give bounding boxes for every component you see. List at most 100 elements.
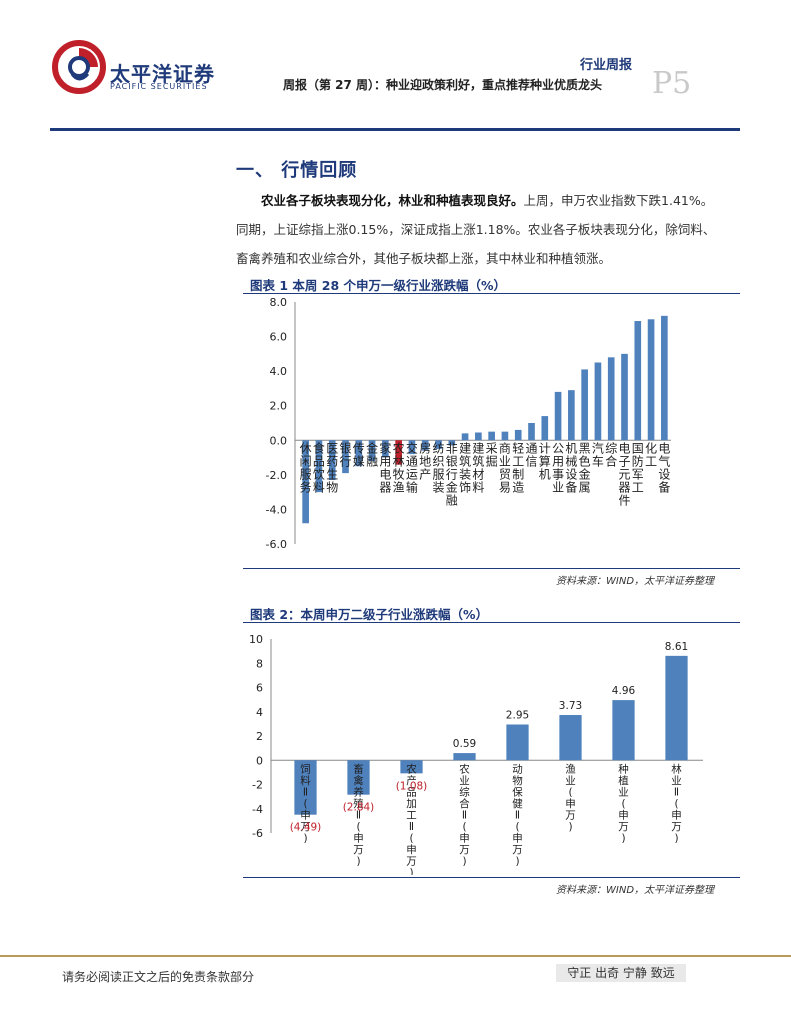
category-label-char: )	[621, 832, 625, 844]
category-label-char: 银	[339, 441, 351, 455]
bar	[541, 416, 549, 441]
bar	[514, 429, 522, 441]
y-tick-label: 8	[256, 657, 263, 670]
bar	[342, 440, 349, 474]
bar	[647, 319, 655, 441]
bar	[501, 431, 509, 441]
bar	[395, 440, 402, 465]
category-label-char: 筑	[459, 453, 471, 468]
y-tick-label: 0	[256, 754, 263, 767]
bar	[453, 753, 476, 761]
bar	[581, 369, 588, 441]
bar	[400, 760, 423, 774]
bar	[435, 440, 442, 449]
data-label: 4.96	[612, 685, 636, 697]
brand-name-cn: 太平洋证券	[110, 62, 215, 86]
y-tick-label: 10	[249, 633, 263, 646]
section-title: 一、 行情回顾	[236, 160, 358, 181]
category-label-char: 传	[353, 440, 365, 455]
category-label-char: 易	[499, 480, 511, 494]
category-label-char: 万	[512, 844, 523, 856]
category-label-char: 机	[539, 467, 551, 481]
category-label-char: 业	[565, 775, 576, 787]
y-tick-label: 0.0	[270, 434, 288, 447]
category-label-char: 通	[406, 454, 418, 468]
figure-2-title: 图表 2：本周申万二级子行业涨跌幅（%）	[250, 607, 489, 622]
category-label-char: 行	[339, 454, 351, 468]
category-label-char: 用	[552, 454, 564, 468]
category-label-char: 万	[618, 821, 629, 833]
category-label-char: 养	[353, 785, 364, 798]
bar	[634, 321, 642, 441]
category-label-char: 金	[446, 479, 458, 494]
category-label-char: 务	[300, 479, 312, 494]
category-label-char: 林	[671, 762, 682, 775]
category-label-char: 运	[406, 467, 418, 481]
y-tick-label: 6.0	[270, 331, 288, 344]
category-label-char: 保	[512, 785, 523, 798]
data-label: (1.08)	[396, 780, 428, 792]
category-label-char: 轻	[512, 441, 524, 455]
y-tick-label: 2	[256, 730, 263, 743]
paragraph-line-1-rest: 上周，申万农业指数下跌1.41%。	[523, 193, 714, 208]
category-label-char: (	[462, 821, 466, 833]
category-label-char: 计	[539, 441, 551, 455]
category-label-char: 军	[632, 467, 644, 481]
category-label-char: 融	[366, 454, 378, 468]
category-label-char: 色	[579, 454, 591, 468]
category-label-char: 农	[406, 762, 417, 775]
pacific-securities-logo-icon	[52, 40, 106, 94]
category-label-char: 生	[326, 467, 338, 481]
bar	[568, 390, 575, 441]
category-label-char: 械	[565, 453, 577, 468]
category-label-char: 公	[552, 441, 564, 455]
category-label-char: Ⅱ	[356, 809, 361, 821]
category-label-char: 申	[459, 831, 470, 844]
category-label-char: 汽	[592, 440, 604, 455]
data-label: 0.59	[453, 738, 476, 750]
category-label-char: 业	[552, 480, 564, 494]
bar	[665, 655, 688, 761]
figure-1-top-rule	[243, 293, 740, 294]
category-label-char: 金	[579, 466, 591, 481]
header-divider	[50, 128, 740, 131]
category-label-char: Ⅱ	[303, 786, 308, 798]
y-tick-label: -4.0	[266, 503, 287, 516]
bar	[315, 440, 323, 493]
category-label-char: 工	[406, 809, 417, 821]
figure-2-bar-chart: 1086420-2-4-6饲料Ⅱ(申万)(4.49)畜禽养殖Ⅱ(申万)(2.84…	[249, 633, 703, 875]
category-label-char: (	[568, 786, 572, 798]
category-label-char: 信	[525, 454, 537, 468]
category-label-char: 业	[459, 775, 470, 787]
category-label-char: 银	[446, 454, 458, 468]
category-label-char: 制	[512, 467, 524, 481]
category-label-char: 合	[605, 453, 617, 468]
y-tick-label: -2	[252, 779, 263, 792]
category-label-char: )	[462, 855, 466, 867]
footer-disclaimer: 请务必阅读正文之后的免责条款部分	[62, 970, 255, 984]
category-label-char: 产	[419, 467, 431, 481]
y-tick-label: 4	[256, 706, 263, 719]
report-title: 周报（第 27 周）：种业迎政策利好，重点推荐种业优质龙头	[283, 78, 603, 92]
bar	[448, 440, 456, 446]
data-label: 3.73	[559, 700, 582, 712]
category-label-char: )	[356, 855, 360, 867]
category-label-char: 用	[379, 454, 391, 468]
category-label-char: 媒	[353, 454, 365, 468]
category-label-char: 饰	[459, 480, 471, 494]
category-label-char: 业	[671, 775, 682, 787]
data-label: (2.84)	[343, 802, 375, 814]
category-label-char: 休	[300, 441, 312, 455]
figure-2-top-rule	[243, 622, 740, 623]
bar	[594, 362, 602, 441]
category-label-char: Ⅱ	[409, 821, 414, 833]
category-label-char: 饮	[313, 467, 325, 481]
page-number: P5	[652, 66, 692, 101]
category-label-char: 输	[406, 479, 418, 494]
category-label-char: 气	[658, 453, 670, 468]
category-label-char: 植	[618, 774, 629, 787]
category-label-char: 渔	[565, 763, 576, 775]
category-label-char: 禽	[353, 774, 364, 787]
bar	[382, 440, 389, 458]
category-label-char: 电	[618, 441, 630, 455]
